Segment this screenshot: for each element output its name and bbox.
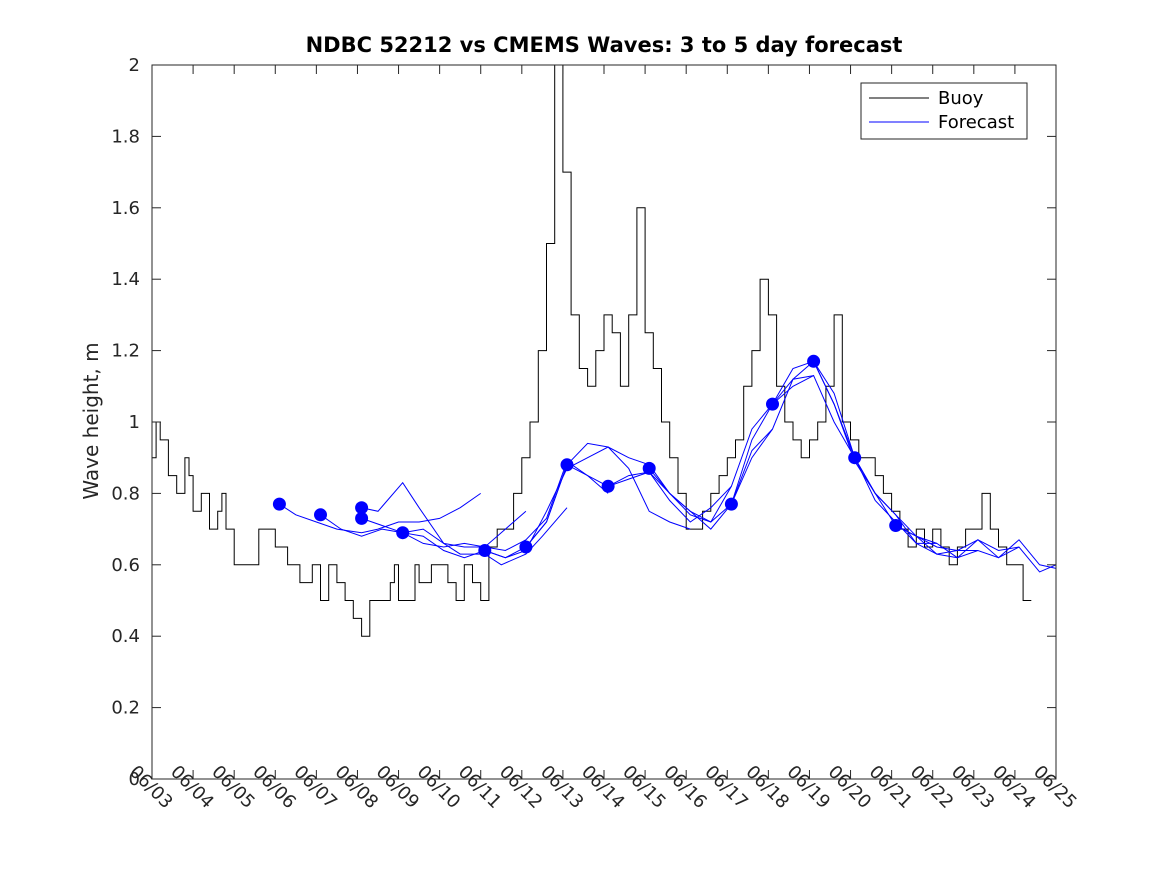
forecast-start-point xyxy=(642,461,656,475)
forecast-start-point xyxy=(478,544,492,557)
x-tick-label: 06/15 xyxy=(618,761,670,813)
x-tick-label: 06/08 xyxy=(331,761,383,813)
legend-label-buoy: Buoy xyxy=(938,88,984,109)
axes: 00.20.40.60.811.21.41.61.8206/0306/0406/… xyxy=(111,55,1080,813)
x-tick-label: 06/24 xyxy=(988,761,1040,813)
x-tick-label: 06/25 xyxy=(1029,761,1081,813)
x-tick-label: 06/12 xyxy=(495,761,547,813)
x-tick-label: 06/20 xyxy=(824,761,876,813)
x-tick-label: 06/21 xyxy=(865,761,917,813)
forecast-start-point xyxy=(396,526,410,540)
x-tick-label: 06/14 xyxy=(577,761,629,813)
y-tick-label: 1.4 xyxy=(111,269,140,290)
legend: Buoy Forecast xyxy=(860,82,1028,140)
y-tick-label: 2 xyxy=(129,55,140,76)
y-tick-label: 1.6 xyxy=(111,198,140,219)
y-axis-label: Wave height, m xyxy=(79,342,103,499)
y-tick-label: 0.2 xyxy=(111,698,140,719)
y-tick-label: 0 xyxy=(129,769,140,790)
forecast-run-line xyxy=(402,460,609,552)
forecast-start-point xyxy=(314,508,327,522)
forecast-start-point xyxy=(601,479,615,493)
forecast-start-point xyxy=(848,451,862,465)
legend-box xyxy=(860,82,1028,140)
y-tick-label: 1.8 xyxy=(111,126,140,147)
forecast-run-line xyxy=(813,361,1020,559)
forecast-start-point xyxy=(272,497,286,511)
y-tick-label: 1 xyxy=(129,412,140,433)
x-tick-label: 06/17 xyxy=(700,761,752,813)
forecast-run-line xyxy=(484,446,691,559)
x-tick-label: 06/06 xyxy=(248,761,300,813)
forecast-start-point xyxy=(560,458,574,472)
forecast-run-line xyxy=(525,464,732,548)
buoy-series-line xyxy=(152,65,1032,637)
plot-area xyxy=(152,65,1056,637)
legend-label-forecast: Forecast xyxy=(938,112,1014,133)
forecast-start-point xyxy=(519,540,533,554)
axes-frame xyxy=(151,64,1057,780)
x-tick-label: 06/23 xyxy=(947,761,999,813)
x-tick-label: 06/09 xyxy=(372,761,424,813)
x-tick-label: 06/22 xyxy=(906,761,958,813)
x-tick-label: 06/19 xyxy=(783,761,835,813)
y-tick-label: 0.8 xyxy=(111,483,140,504)
forecast-run-line xyxy=(895,525,1056,573)
forecast-start-point xyxy=(355,511,369,525)
forecast-run-line xyxy=(320,510,527,548)
forecast-start-point xyxy=(724,497,738,511)
forecast-run-line xyxy=(279,492,481,534)
x-tick-label: 06/05 xyxy=(207,761,259,813)
forecast-start-point xyxy=(807,354,821,368)
y-tick-label: 0.4 xyxy=(111,626,140,647)
forecast-run-line xyxy=(854,457,1056,569)
x-tick-label: 06/13 xyxy=(536,761,588,813)
y-tick-label: 0.6 xyxy=(111,555,140,576)
forecast-run-line xyxy=(648,360,856,523)
y-tick-label: 1.2 xyxy=(111,341,140,362)
forecast-start-point xyxy=(355,501,369,515)
x-tick-label: 06/07 xyxy=(289,761,341,813)
x-tick-label: 06/10 xyxy=(413,761,465,813)
chart-title: NDBC 52212 vs CMEMS Waves: 3 to 5 day fo… xyxy=(306,33,903,57)
x-tick-label: 06/11 xyxy=(454,761,506,813)
forecast-start-point xyxy=(889,519,903,532)
x-tick-label: 06/04 xyxy=(166,761,218,813)
forecast-run-line xyxy=(730,360,937,544)
x-tick-label: 06/16 xyxy=(659,761,711,813)
x-tick-label: 06/18 xyxy=(741,761,793,813)
forecast-start-point xyxy=(766,397,779,411)
